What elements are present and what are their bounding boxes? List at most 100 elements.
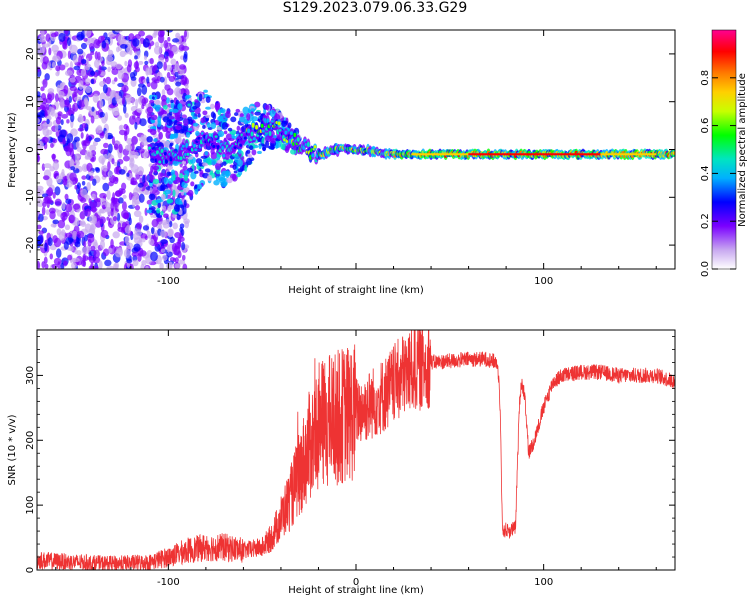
heatmap-cell — [94, 51, 99, 60]
heatmap-cell — [169, 108, 174, 113]
heatmap-cell — [236, 125, 241, 132]
heatmap-cell — [146, 230, 151, 239]
heatmap-cell — [236, 159, 243, 167]
heatmap-cell — [126, 258, 133, 264]
snr-series-line — [37, 330, 675, 570]
heatmap-cell — [132, 259, 139, 267]
heatmap-cell — [505, 153, 508, 156]
heatmap-cell — [99, 216, 106, 224]
heatmap-cell — [151, 120, 155, 124]
heatmap-cell — [558, 153, 561, 156]
heatmap-cell — [172, 174, 176, 181]
heatmap-cell — [57, 111, 63, 117]
heatmap-cell — [529, 153, 532, 156]
heatmap-cell — [153, 99, 161, 105]
heatmap-cell — [195, 130, 200, 137]
heatmap-cell — [469, 153, 472, 156]
heatmap-cell — [102, 248, 110, 257]
heatmap-cell — [183, 174, 189, 182]
heatmap-cell — [91, 193, 96, 200]
heatmap-cell — [134, 121, 138, 130]
heatmap-cell — [194, 170, 199, 174]
heatmap-cell — [161, 193, 166, 201]
heatmap-cell — [128, 192, 133, 201]
heatmap-cell — [181, 144, 185, 148]
heatmap-cell — [38, 35, 47, 43]
heatmap-cell — [588, 153, 591, 156]
heatmap-cell — [144, 190, 150, 196]
heatmap-cell — [85, 133, 90, 143]
heatmap-cell — [54, 31, 59, 37]
heatmap-cell — [138, 148, 145, 154]
heatmap-cell — [172, 38, 180, 43]
heatmap-cell — [430, 153, 433, 156]
heatmap-cell — [180, 75, 185, 82]
heatmap-xlabel: Height of straight line (km) — [288, 285, 424, 296]
heatmap-cell — [616, 153, 619, 156]
heatmap-ytick-label: 10 — [25, 95, 36, 108]
heatmap-cell — [162, 126, 169, 133]
heatmap-cell — [103, 142, 109, 149]
snr-xtick-label: -100 — [157, 577, 180, 588]
heatmap-cell — [115, 93, 119, 102]
heatmap-cell — [158, 131, 163, 140]
heatmap-cell — [121, 221, 127, 228]
heatmap-cell — [248, 145, 254, 151]
heatmap-cell — [163, 61, 167, 71]
heatmap-cell — [80, 197, 87, 203]
heatmap-cell — [576, 153, 579, 156]
heatmap-cell — [168, 75, 176, 82]
heatmap-cell — [55, 175, 62, 184]
heatmap-cell — [102, 182, 110, 192]
snr-xtick-label: 100 — [534, 577, 553, 588]
heatmap-cell — [220, 181, 228, 187]
heatmap-cell — [108, 181, 114, 187]
heatmap-ylabel: Frequency (Hz) — [7, 112, 18, 188]
heatmap-cell — [112, 176, 119, 185]
heatmap-cell — [203, 89, 208, 93]
heatmap-cell — [146, 136, 153, 143]
heatmap-cell — [270, 146, 275, 150]
heatmap-cell — [254, 111, 262, 116]
heatmap-cell — [158, 221, 162, 230]
heatmap-cell — [107, 152, 113, 162]
heatmap-cell — [442, 153, 445, 156]
heatmap-cell — [160, 248, 166, 253]
heatmap-cell — [41, 136, 49, 144]
heatmap-cell — [418, 153, 421, 156]
heatmap-cell — [622, 153, 625, 156]
heatmap-cell — [516, 153, 519, 156]
heatmap-cell — [166, 30, 174, 33]
heatmap-cell — [158, 160, 162, 164]
heatmap-cell — [270, 138, 276, 144]
heatmap-cell — [148, 66, 152, 76]
heatmap-cell — [293, 132, 297, 138]
heatmap-cell — [117, 70, 124, 80]
heatmap-cell — [110, 208, 115, 217]
heatmap-cell — [534, 153, 537, 156]
heatmap-cell — [116, 165, 120, 172]
heatmap-cell — [281, 143, 286, 151]
heatmap-cell — [60, 119, 64, 126]
heatmap-cell — [155, 217, 162, 222]
heatmap-cell — [71, 257, 80, 263]
heatmap-cell — [173, 129, 181, 134]
heatmap-cell — [628, 153, 631, 156]
heatmap-cell — [266, 112, 271, 116]
heatmap-cell — [171, 45, 179, 55]
heatmap-cell — [280, 120, 288, 127]
heatmap-cell — [178, 150, 182, 155]
heatmap-cell — [66, 37, 71, 46]
heatmap-cell — [181, 254, 186, 261]
heatmap-cell — [37, 96, 43, 106]
heatmap-cell — [591, 153, 594, 156]
heatmap-cell — [187, 189, 194, 197]
heatmap-cell — [198, 93, 203, 102]
heatmap-cell — [61, 229, 66, 236]
heatmap-cell — [205, 96, 211, 103]
heatmap-cell — [81, 175, 87, 180]
heatmap-cell — [105, 95, 110, 101]
heatmap-cell — [42, 43, 46, 54]
heatmap-cell — [46, 118, 50, 125]
heatmap-cell — [104, 111, 109, 122]
